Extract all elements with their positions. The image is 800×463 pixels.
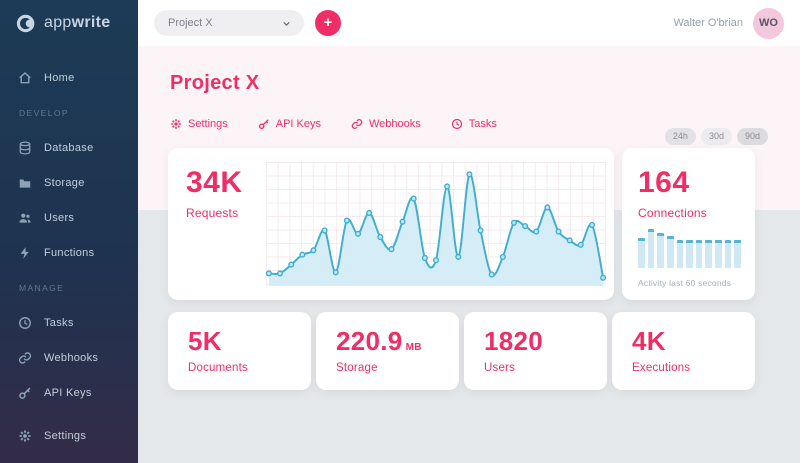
- sidebar-item-label: Tasks: [44, 316, 74, 329]
- stat-label: Users: [484, 362, 516, 374]
- tab-settings[interactable]: Settings: [170, 118, 228, 130]
- clock-icon: [451, 118, 463, 130]
- activity-bar: [695, 240, 703, 268]
- range-24h-button[interactable]: 24h: [664, 128, 696, 145]
- sidebar-item-database[interactable]: Database: [0, 130, 138, 165]
- sidebar-footer: Settings: [0, 418, 138, 453]
- activity-bar: [715, 240, 722, 268]
- sidebar-section-manage: MANAGE: [19, 282, 65, 293]
- lightning-icon: [18, 246, 32, 260]
- gear-icon: [170, 118, 182, 130]
- activity-bar: [686, 240, 693, 268]
- sidebar-item-home[interactable]: Home: [0, 60, 138, 95]
- sidebar-item-label: API Keys: [44, 386, 92, 399]
- tab-label: Settings: [188, 118, 228, 130]
- topbar-user-area: Walter O'brian WO: [673, 7, 784, 39]
- requests-label: Requests: [186, 206, 239, 220]
- sidebar-item-label: Storage: [44, 176, 85, 189]
- tab-label: API Keys: [275, 118, 321, 130]
- clock-icon: [18, 316, 32, 330]
- time-range-group: 24h 30d 90d: [664, 128, 768, 145]
- home-icon: [18, 71, 32, 85]
- connections-caption: Activity last 60 seconds: [638, 278, 732, 288]
- stat-label: Executions: [632, 362, 691, 374]
- stat-value: 5K: [188, 326, 222, 356]
- tab-tasks[interactable]: Tasks: [451, 118, 497, 130]
- stat-value: 1820: [484, 326, 544, 356]
- requests-chart-svg: [266, 171, 606, 286]
- appwrite-logo-icon: [16, 13, 37, 34]
- tab-webhooks[interactable]: Webhooks: [351, 118, 421, 130]
- sidebar-item-label: Functions: [44, 246, 95, 259]
- connections-card: 164 Connections Activity last 60 seconds: [622, 148, 755, 300]
- sidebar-item-label: Database: [44, 141, 94, 154]
- requests-value: 34K: [186, 166, 243, 199]
- stat-card-executions: 4K Executions: [612, 312, 755, 390]
- topbar: Project X + Walter O'brian WO: [138, 0, 800, 46]
- activity-bar: [724, 240, 732, 268]
- link-icon: [351, 118, 363, 130]
- appwrite-logo-text: appwrite: [44, 14, 111, 31]
- requests-card: 34K Requests: [168, 148, 614, 300]
- sidebar-item-label: Home: [44, 71, 75, 84]
- sidebar-nav: Home DEVELOP Database Storage Users Func…: [0, 46, 138, 410]
- appwrite-logo[interactable]: appwrite: [0, 0, 138, 46]
- stat-unit: MB: [405, 342, 422, 353]
- stat-card-documents: 5K Documents: [168, 312, 311, 390]
- stats-row: 5K Documents 220.9 MB Storage 1820 Users …: [168, 312, 755, 390]
- range-90d-button[interactable]: 90d: [736, 128, 768, 145]
- connections-value: 164: [638, 166, 690, 199]
- activity-bar: [657, 233, 664, 268]
- connections-label: Connections: [638, 206, 707, 220]
- database-icon: [18, 141, 32, 155]
- sidebar-item-settings[interactable]: Settings: [0, 418, 138, 453]
- activity-bar: [638, 238, 645, 268]
- main-content: Project X Settings API Keys Webhooks Tas…: [138, 46, 800, 463]
- sidebar-item-tasks[interactable]: Tasks: [0, 305, 138, 340]
- activity-bar: [666, 236, 674, 268]
- stat-card-users: 1820 Users: [464, 312, 607, 390]
- activity-bar: [647, 229, 655, 268]
- sidebar-item-label: Settings: [44, 429, 87, 442]
- connections-bars: [638, 218, 742, 268]
- activity-bar: [705, 240, 713, 268]
- user-name: Walter O'brian: [673, 17, 743, 29]
- requests-chart: [266, 162, 606, 286]
- sidebar-section-develop: DEVELOP: [19, 107, 69, 118]
- activity-bar: [734, 240, 742, 268]
- sidebar-item-label: Webhooks: [44, 351, 99, 364]
- stat-label: Storage: [336, 362, 378, 374]
- sidebar-item-functions[interactable]: Functions: [0, 235, 138, 270]
- users-icon: [18, 211, 32, 225]
- tab-label: Tasks: [468, 118, 497, 130]
- add-project-button[interactable]: +: [315, 10, 341, 36]
- gear-icon: [18, 429, 32, 443]
- stat-card-storage: 220.9 MB Storage: [316, 312, 459, 390]
- sidebar-item-label: Users: [44, 211, 75, 224]
- stat-label: Documents: [188, 362, 248, 374]
- tab-label: Webhooks: [369, 118, 421, 130]
- chevron-down-icon: [281, 18, 292, 29]
- sidebar-item-storage[interactable]: Storage: [0, 165, 138, 200]
- sidebar-item-api-keys[interactable]: API Keys: [0, 375, 138, 410]
- range-30d-button[interactable]: 30d: [700, 128, 732, 145]
- folder-icon: [18, 176, 32, 190]
- project-tabs: Settings API Keys Webhooks Tasks: [170, 118, 497, 130]
- key-icon: [18, 386, 32, 400]
- stat-value: 220.9: [336, 326, 403, 356]
- project-selector-value: Project X: [168, 17, 213, 29]
- sidebar-item-webhooks[interactable]: Webhooks: [0, 340, 138, 375]
- sidebar-item-users[interactable]: Users: [0, 200, 138, 235]
- avatar[interactable]: WO: [753, 7, 784, 39]
- project-selector[interactable]: Project X: [154, 10, 304, 36]
- sidebar: appwrite Home DEVELOP Database Storage U…: [0, 0, 138, 463]
- link-icon: [18, 351, 32, 365]
- tab-api-keys[interactable]: API Keys: [258, 118, 321, 130]
- activity-bar: [676, 240, 684, 268]
- key-icon: [258, 118, 270, 130]
- page-title: Project X: [170, 72, 260, 94]
- stat-value: 4K: [632, 326, 666, 356]
